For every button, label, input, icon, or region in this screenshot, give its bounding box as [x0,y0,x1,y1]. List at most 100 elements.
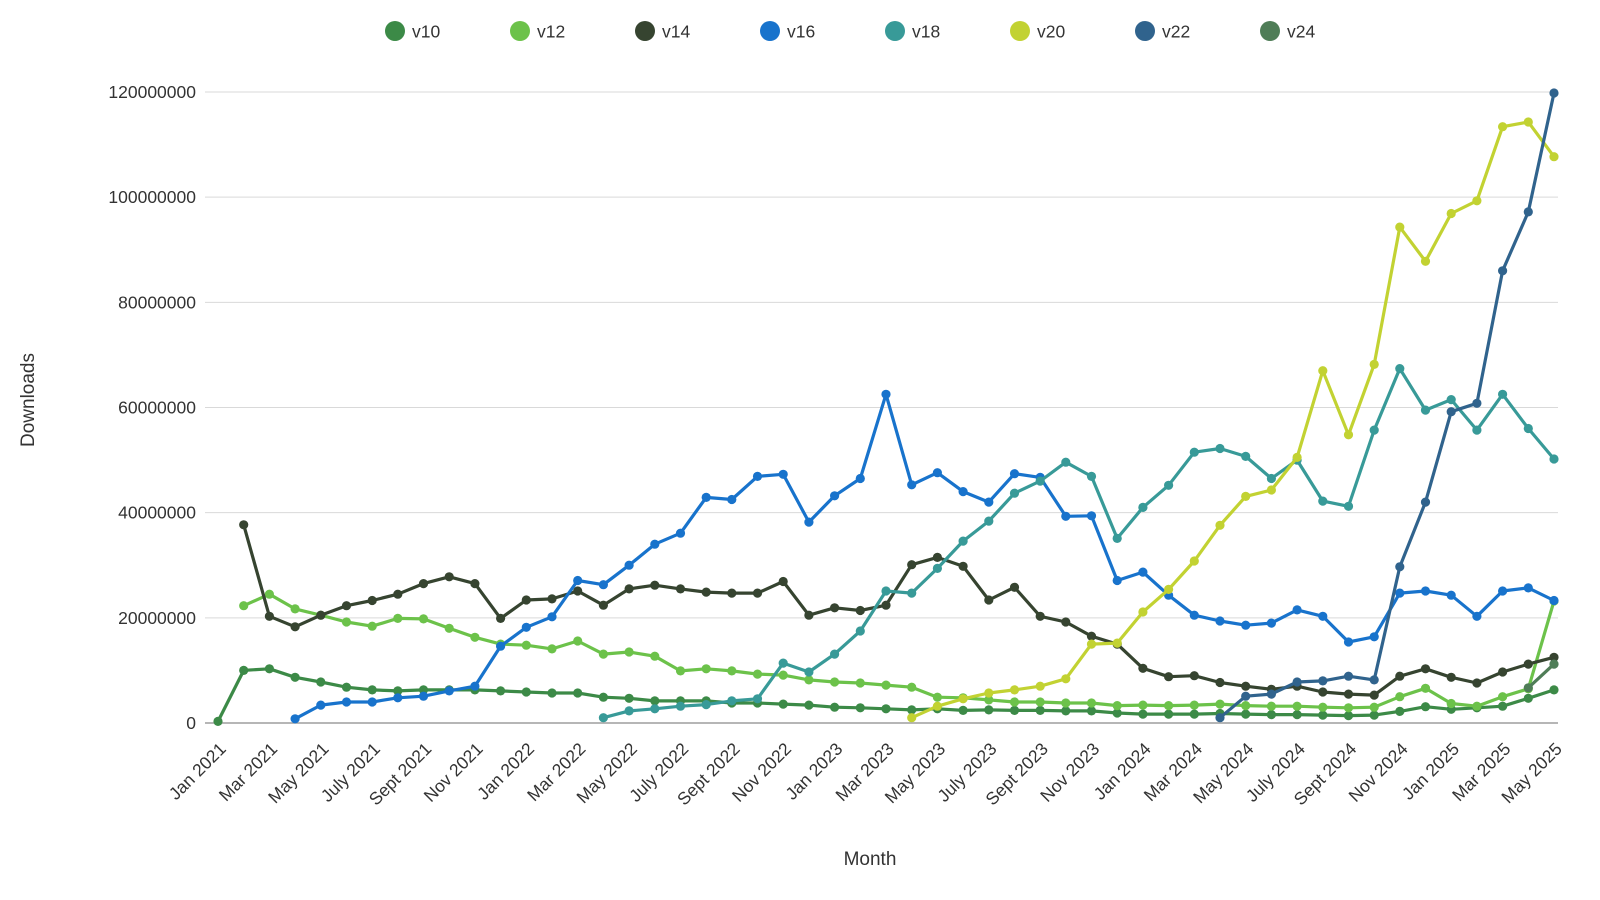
series-v10-point [1164,709,1174,719]
series-v16-point [1498,586,1508,596]
series-v14-point [624,584,634,594]
series-v18-point [1523,423,1533,434]
y-tick-label: 60000000 [118,397,196,417]
series-v12-point [1009,697,1020,707]
series-v18-point [1189,447,1199,457]
legend-item-v12[interactable]: v12 [510,21,565,42]
legend-swatch-v14 [635,21,655,41]
series-v14-point [1498,667,1508,677]
series-v22-point [1446,407,1456,417]
series-v14-point [1138,663,1148,673]
legend-swatch-v16 [760,21,780,41]
series-v20-point [1266,485,1276,495]
series-v16-point [573,575,583,586]
series-v14-point [264,611,274,621]
series-v14-point [496,613,506,624]
series-v10-point [598,692,609,702]
legend-item-v14[interactable]: v14 [635,21,690,42]
series-v18-point [1138,502,1148,512]
series-v14-point [598,600,609,610]
series-v10-point [1343,711,1354,721]
series-v20-point [1523,117,1533,127]
series-v20-point [1292,452,1302,462]
legend-item-v22[interactable]: v22 [1135,21,1190,42]
series-v10-point [264,664,274,674]
series-v18-point [830,649,840,659]
series-v18-point [1369,425,1379,435]
series-v12-point [341,617,352,627]
series-v12-point [1138,700,1148,710]
series-v18-point [1164,480,1174,490]
series-lines [213,88,1559,727]
series-v22-point [1395,562,1405,572]
legend-item-v24[interactable]: v24 [1260,21,1315,42]
series-v14-point [881,600,891,610]
series-v16-point [958,487,968,497]
series-v22-point [1241,691,1251,701]
series-v10-point [290,672,300,682]
series-v20-point [1086,639,1097,649]
series-v18-point [598,713,609,723]
legend-item-v16[interactable]: v16 [760,21,815,42]
series-v12-point [444,623,454,633]
series-v10-point [213,716,223,727]
series-v16 [290,389,1559,724]
series-v20-point [1138,607,1148,617]
series-v14-point [470,579,480,589]
series-v10-point [1086,706,1097,716]
series-v12-point [727,666,737,676]
series-v24-point [1523,683,1533,693]
series-v20-point [932,701,943,711]
legend-swatch-v24 [1260,21,1280,41]
series-v20-point [1164,584,1174,595]
series-v22-point [1266,689,1276,699]
series-v16-point [932,468,943,478]
series-v18-point [1112,533,1122,544]
series-v16-point [907,480,917,490]
series-v18-point [855,626,865,636]
series-v16-point [830,491,840,501]
series-v16-point [1215,616,1225,626]
series-v18-point [1549,454,1559,464]
legend-item-v20[interactable]: v20 [1010,21,1065,42]
series-v16-point [341,697,352,707]
series-v18-line [601,367,1556,720]
series-v14-line [242,523,1556,697]
series-v10-point [1009,705,1020,716]
series-v14-point [341,601,352,611]
legend-label-v24: v24 [1287,22,1315,42]
series-v12-point [290,604,300,614]
series-v20-point [1112,638,1122,648]
series-v12-point [1189,700,1199,710]
legend-item-v10[interactable]: v10 [385,21,440,42]
series-v16-point [1292,605,1302,615]
series-v16-line [293,392,1556,721]
series-v16-point [1266,618,1276,628]
series-v22-point [1369,675,1379,685]
series-v16-point [1086,511,1097,521]
series-v14-point [958,561,968,571]
series-v14-point [547,594,557,604]
series-v12-point [1266,701,1276,711]
y-axis-tick-labels: 0 20000000 40000000 60000000 80000000 1000000… [108,82,196,733]
series-v14-point [418,579,429,589]
series-v10-point [958,705,968,716]
series-v18-point [1472,425,1482,435]
legend-label-v10: v10 [412,22,440,42]
series-v14-point [752,588,763,598]
legend-item-v18[interactable]: v18 [885,21,940,42]
series-v16-point [547,612,557,622]
legend-label-v16: v16 [787,22,815,42]
series-v14-point [650,580,660,590]
series-v12-point [907,682,917,692]
series-v16-point [752,471,763,481]
y-tick-label: 80000000 [118,292,196,312]
y-tick-label: 100000000 [108,187,196,207]
series-v14-point [1343,689,1354,699]
series-v10-point [496,686,506,696]
series-v10-point [573,688,583,698]
series-v20-point [1061,674,1071,684]
series-v12-point [1472,701,1482,711]
series-v24 [1523,659,1559,693]
